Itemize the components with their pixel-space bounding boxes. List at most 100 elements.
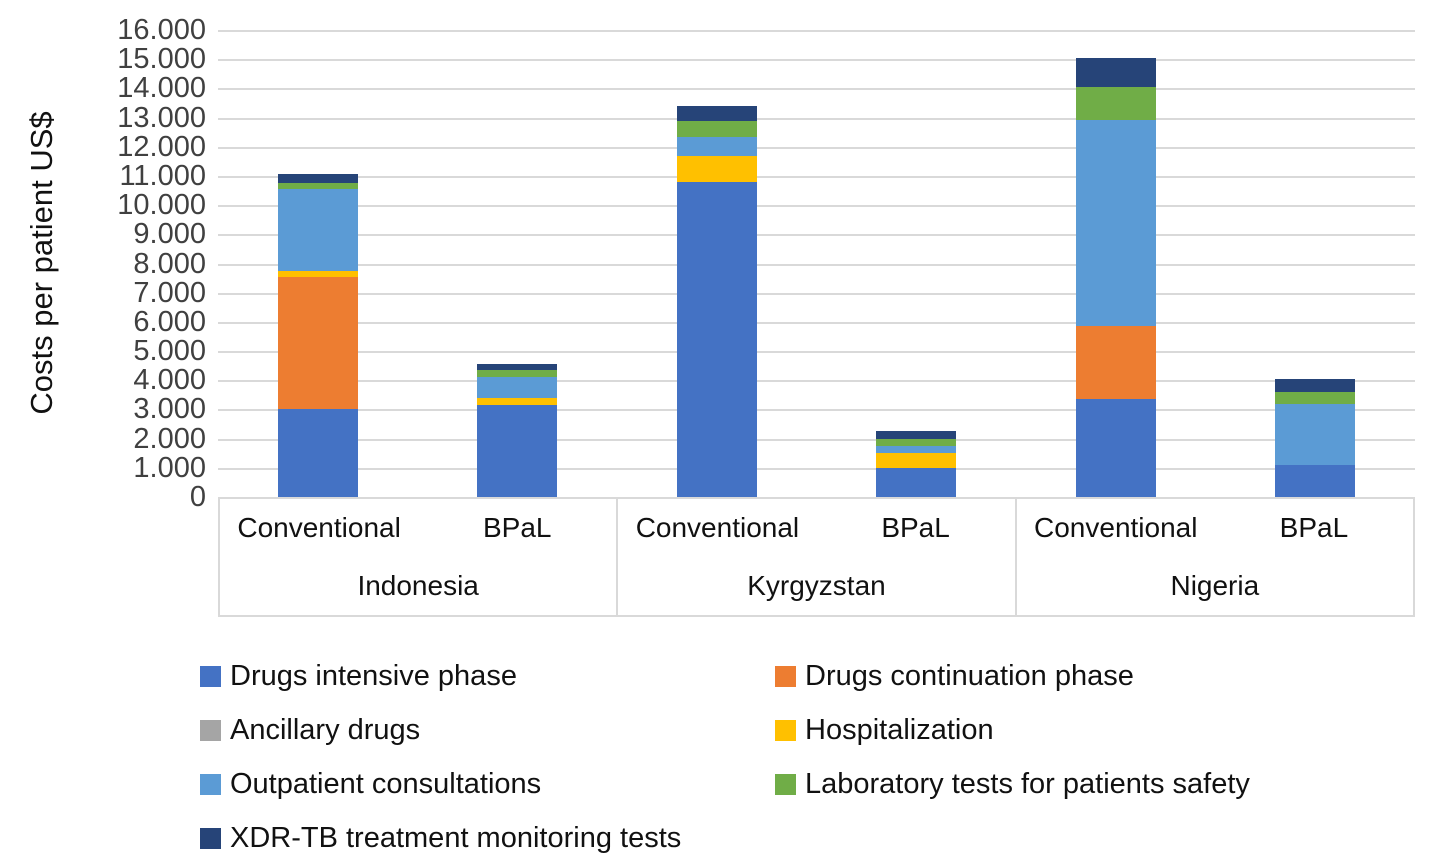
bar-segment — [1075, 326, 1156, 400]
legend-swatch-icon — [200, 666, 221, 687]
gridline-8.000 — [218, 263, 1415, 266]
y-tick-label: 9.000 — [133, 218, 206, 251]
y-tick-label: 3.000 — [133, 393, 206, 426]
gridline-3.000 — [218, 409, 1415, 412]
gridline-14.000 — [218, 88, 1415, 91]
y-tick-label: 13.000 — [117, 101, 206, 134]
y-tick-label: 12.000 — [117, 130, 206, 163]
bar-segment — [676, 120, 757, 137]
gridline-10.000 — [218, 205, 1415, 208]
bar-kyrgyzstan-bpal — [876, 431, 957, 497]
legend-swatch-icon — [775, 720, 796, 741]
legend-item: XDR-TB treatment monitoring tests — [200, 822, 775, 855]
bar-segment — [477, 370, 558, 378]
legend-label: Laboratory tests for patients safety — [805, 768, 1250, 800]
bar-segment — [676, 155, 757, 182]
bar-indonesia-bpal — [477, 364, 558, 497]
legend-item: Drugs intensive phase — [200, 660, 775, 693]
bar-segment — [876, 453, 957, 468]
gridline-2.000 — [218, 438, 1415, 441]
gridline-6.000 — [218, 321, 1415, 324]
bar-segment — [277, 183, 358, 190]
legend-swatch-icon — [200, 774, 221, 795]
x-group-indonesia: Conventional BPaL Indonesia — [220, 499, 619, 615]
treatment-label: BPaL — [483, 511, 552, 543]
bar-segment — [676, 181, 757, 497]
treatment-label-row: Conventional BPaL — [618, 499, 1014, 556]
y-tick-label: 7.000 — [133, 276, 206, 309]
treatment-label-row: Conventional BPaL — [1017, 499, 1413, 556]
gridline-5.000 — [218, 351, 1415, 354]
gridline-15.000 — [218, 59, 1415, 62]
gridline-11.000 — [218, 175, 1415, 178]
legend-item: Ancillary drugs — [200, 714, 775, 747]
bar-nigeria-bpal — [1275, 378, 1356, 497]
y-tick-label: 8.000 — [133, 247, 206, 280]
bar-segment — [1075, 86, 1156, 121]
legend-swatch-icon — [200, 828, 221, 849]
bar-segment — [277, 174, 358, 184]
bar-segment — [1075, 120, 1156, 327]
y-tick-label: 1.000 — [133, 451, 206, 484]
bar-nigeria-conventional — [1075, 57, 1156, 497]
treatment-label: BPaL — [881, 511, 950, 543]
x-axis-labels: Conventional BPaL Indonesia Conventional BPa… — [218, 497, 1415, 617]
y-tick-label: 14.000 — [117, 72, 206, 105]
bar-segment — [277, 409, 358, 497]
legend: Drugs intensive phase Drugs continuation … — [200, 660, 1300, 855]
y-axis-title: Costs per patient US$ — [24, 111, 59, 415]
legend-label: Outpatient consultations — [230, 768, 542, 800]
bar-segment — [1275, 403, 1356, 465]
legend-item: Drugs continuation phase — [775, 660, 1300, 693]
bar-segment — [1275, 464, 1356, 497]
country-label: Indonesia — [357, 569, 479, 601]
legend-label: XDR-TB treatment monitoring tests — [230, 822, 682, 854]
gridline-7.000 — [218, 292, 1415, 295]
bar-segment — [477, 364, 558, 371]
y-tick-label: 2.000 — [133, 422, 206, 455]
legend-item: Hospitalization — [775, 714, 1300, 747]
gridline-16.000 — [218, 30, 1415, 32]
legend-label: Hospitalization — [805, 714, 994, 746]
bar-segment — [676, 105, 757, 121]
bar-segment — [277, 276, 358, 410]
bar-segment — [477, 397, 558, 406]
gridline-13.000 — [218, 117, 1415, 120]
bar-segment — [277, 189, 358, 271]
legend-swatch-icon — [775, 774, 796, 795]
gridline-12.000 — [218, 146, 1415, 149]
y-tick-label: 10.000 — [117, 189, 206, 222]
y-tick-label: 11.000 — [119, 159, 206, 192]
legend-item: Outpatient consultations — [200, 768, 775, 801]
bar-segment — [876, 431, 957, 439]
x-group-kyrgyzstan: Conventional BPaL Kyrgyzstan — [618, 499, 1017, 615]
y-tick-label: 5.000 — [133, 335, 206, 368]
gridline-4.000 — [218, 380, 1415, 383]
bar-segment — [876, 438, 957, 446]
country-label: Kyrgyzstan — [747, 569, 886, 601]
bar-segment — [676, 136, 757, 156]
y-tick-label: 4.000 — [133, 364, 206, 397]
legend-item: Laboratory tests for patients safety — [775, 768, 1300, 801]
y-tick-label: 6.000 — [133, 305, 206, 338]
gridline-1.000 — [218, 467, 1415, 470]
x-group-nigeria: Conventional BPaL Nigeria — [1017, 499, 1413, 615]
y-tick-label: 0 — [189, 481, 206, 513]
bar-segment — [277, 270, 358, 277]
legend-label: Drugs continuation phase — [805, 660, 1134, 692]
bar-segment — [1275, 391, 1356, 404]
bar-segment — [1275, 378, 1356, 392]
treatment-label: Conventional — [1034, 511, 1198, 543]
gridline-9.000 — [218, 234, 1415, 237]
country-label: Nigeria — [1170, 569, 1260, 601]
y-tick-label: 16.000 — [117, 14, 206, 46]
bar-segment — [477, 377, 558, 398]
bar-kyrgyzstan-conventional — [676, 105, 757, 497]
legend-label: Ancillary drugs — [230, 714, 421, 746]
bar-segment — [1075, 57, 1156, 87]
treatment-label: Conventional — [237, 511, 401, 543]
legend-swatch-icon — [200, 720, 221, 741]
treatment-label: Conventional — [635, 511, 800, 543]
treatment-label: BPaL — [1279, 511, 1349, 543]
